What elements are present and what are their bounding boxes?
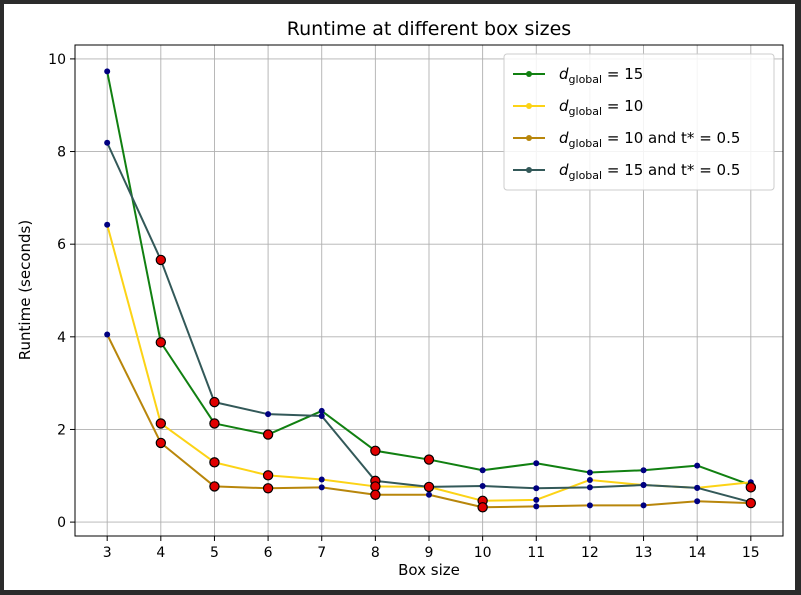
highlighted-point: [155, 437, 167, 449]
highlighted-point: [262, 483, 274, 494]
highlighted-point: [262, 429, 274, 440]
data-point: [479, 482, 486, 489]
legend-entry-2: dglobal = 10: [559, 97, 643, 118]
data-point: [533, 460, 540, 467]
legend-symbol: d: [559, 129, 569, 147]
legend-text: = 15: [602, 65, 643, 83]
data-point: [640, 467, 647, 474]
legend-subscript: global: [569, 137, 603, 150]
data-point: [318, 476, 325, 483]
legend-entry-1: dglobal = 15: [559, 65, 643, 86]
highlighted-point: [477, 502, 488, 513]
data-point: [533, 485, 540, 492]
x-tick-label: 3: [103, 545, 112, 561]
data-point: [479, 467, 486, 474]
legend-marker: [526, 167, 532, 173]
x-tick-label: 11: [527, 545, 545, 561]
highlighted-point: [745, 482, 757, 493]
y-tick-label: 10: [48, 52, 66, 68]
x-tick-label: 5: [210, 545, 219, 561]
legend-symbol: d: [559, 97, 569, 115]
highlighted-point: [370, 489, 381, 500]
x-tick-label: 8: [371, 545, 380, 561]
chart-title: Runtime at different box sizes: [287, 18, 571, 40]
data-point: [318, 413, 325, 420]
highlighted-point: [423, 481, 435, 493]
data-point: [104, 221, 111, 228]
highlighted-point: [155, 337, 167, 348]
y-tick-label: 2: [57, 422, 66, 438]
legend-text: = 15 and t* = 0.5: [602, 161, 740, 179]
legend-symbol: d: [559, 161, 569, 179]
data-point: [694, 462, 701, 469]
data-point: [694, 498, 701, 505]
data-point: [533, 503, 540, 510]
x-axis-label: Box size: [398, 561, 460, 579]
y-axis-label: Runtime (seconds): [16, 220, 34, 360]
y-tick-label: 4: [57, 330, 66, 346]
x-tick-label: 6: [264, 545, 273, 561]
data-point: [265, 411, 272, 418]
data-point: [640, 482, 647, 489]
highlighted-point: [209, 457, 220, 468]
data-point: [586, 476, 593, 483]
y-tick-label: 0: [57, 515, 66, 531]
legend-text: = 10: [602, 97, 643, 115]
x-tick-label: 7: [317, 545, 326, 561]
highlighted-point: [745, 497, 757, 509]
data-point: [640, 502, 647, 509]
y-tick-label: 6: [57, 237, 66, 253]
x-tick-label: 15: [742, 545, 760, 561]
data-point: [586, 502, 593, 509]
highlighted-point: [155, 418, 167, 429]
data-point: [533, 496, 540, 503]
data-point: [104, 139, 111, 146]
highlighted-points: [155, 254, 757, 513]
legend-text: = 10 and t* = 0.5: [602, 129, 740, 147]
data-point: [586, 469, 593, 476]
legend-marker: [526, 103, 532, 109]
data-point: [104, 331, 111, 338]
axis-ticks: 3 4 5 6 7 8 9 10 11 12 13 14 15 0 2 4 6 8 10: [48, 52, 760, 561]
line-chart: Runtime at different box sizes 3 4 5 6 7 8 9 10…: [16, 18, 784, 579]
figure: Runtime at different box sizes 3 4 5 6 7 8 9 10…: [4, 4, 795, 590]
highlighted-point: [262, 470, 274, 481]
data-point: [426, 491, 432, 498]
data-point: [104, 68, 111, 75]
data-point: [318, 407, 325, 414]
legend-subscript: global: [569, 169, 603, 182]
data-point: [318, 484, 325, 491]
highlighted-point: [209, 396, 220, 408]
legend-subscript: global: [569, 105, 603, 118]
x-tick-label: 13: [635, 545, 653, 561]
highlighted-point: [155, 254, 167, 266]
highlighted-point: [209, 418, 220, 429]
data-point: [694, 484, 701, 491]
highlighted-point: [209, 481, 220, 492]
x-tick-label: 9: [425, 545, 434, 561]
legend-marker: [526, 135, 532, 141]
legend-subscript: global: [569, 73, 603, 86]
legend-entry-3: dglobal = 10 and t* = 0.5: [559, 129, 740, 150]
legend-marker: [526, 71, 532, 77]
y-tick-label: 8: [57, 145, 66, 161]
x-tick-label: 14: [688, 545, 706, 561]
x-tick-label: 12: [581, 545, 599, 561]
legend-box: [503, 53, 775, 191]
highlighted-point: [370, 445, 381, 456]
x-tick-label: 10: [474, 545, 492, 561]
highlighted-point: [423, 454, 435, 465]
data-point: [586, 484, 593, 491]
x-tick-label: 4: [156, 545, 165, 561]
legend-symbol: d: [559, 65, 569, 83]
legend-entry-4: dglobal = 15 and t* = 0.5: [559, 161, 740, 182]
